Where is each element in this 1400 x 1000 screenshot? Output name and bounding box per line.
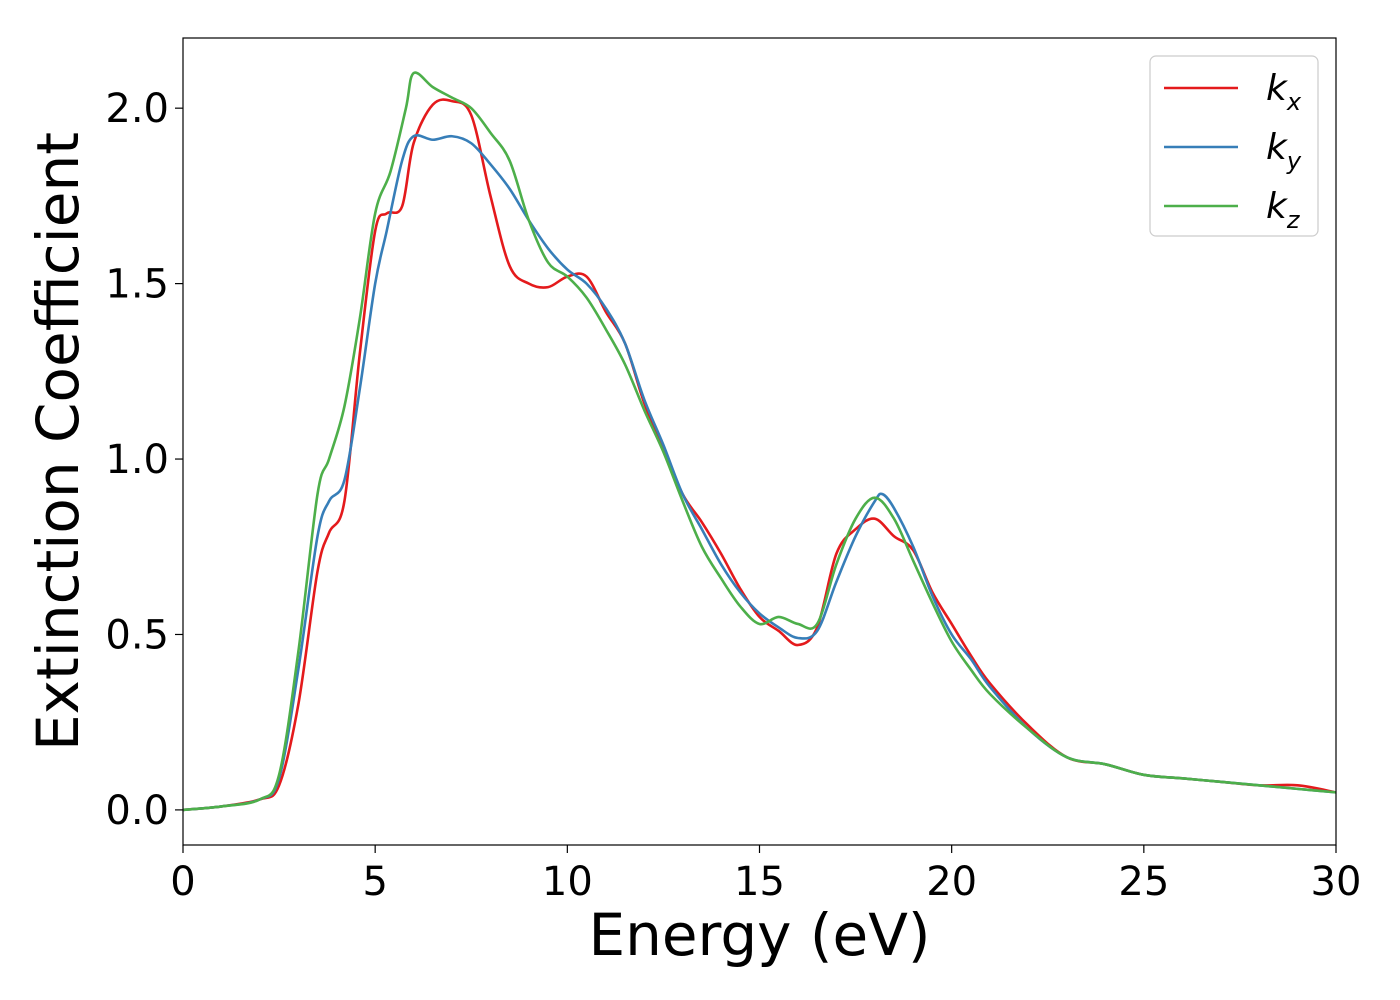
legend-label-main: k bbox=[1266, 68, 1289, 109]
x-tick-label: 15 bbox=[734, 859, 785, 905]
x-tick-label: 30 bbox=[1311, 859, 1362, 905]
legend-label-subscript: x bbox=[1286, 88, 1302, 116]
y-tick-label: 0.5 bbox=[105, 612, 169, 658]
legend-label-x: kx bbox=[1266, 68, 1302, 116]
series-line-x bbox=[182, 98, 1337, 812]
series-layer bbox=[182, 71, 1337, 812]
y-axis-ticks: 0.0 0.5 1.0 1.5 2.0 bbox=[105, 86, 183, 834]
legend-label-main: k bbox=[1266, 186, 1289, 227]
x-tick-label: 5 bbox=[362, 859, 387, 905]
x-tick-label: 20 bbox=[926, 859, 977, 905]
legend-label-subscript: z bbox=[1286, 206, 1301, 234]
y-tick-label: 2.0 bbox=[105, 86, 169, 132]
legend-label-z: kz bbox=[1266, 186, 1301, 234]
legend-label-y: ky bbox=[1266, 127, 1302, 175]
x-axis-label: Energy (eV) bbox=[588, 901, 930, 969]
series-line-z bbox=[182, 71, 1337, 812]
y-tick-label: 1.0 bbox=[105, 437, 169, 483]
x-tick-label: 10 bbox=[542, 859, 593, 905]
y-tick-label: 0.0 bbox=[105, 788, 169, 834]
series-line-y bbox=[182, 134, 1337, 812]
x-tick-label: 25 bbox=[1118, 859, 1169, 905]
legend-label-subscript: y bbox=[1286, 147, 1302, 175]
y-tick-label: 1.5 bbox=[105, 262, 169, 308]
x-axis-ticks: 0 5 10 15 20 25 30 bbox=[170, 845, 1361, 905]
legend-label-main: k bbox=[1266, 127, 1289, 168]
y-axis-label: Extinction Coefficient bbox=[24, 132, 92, 751]
x-tick-label: 0 bbox=[170, 859, 195, 905]
